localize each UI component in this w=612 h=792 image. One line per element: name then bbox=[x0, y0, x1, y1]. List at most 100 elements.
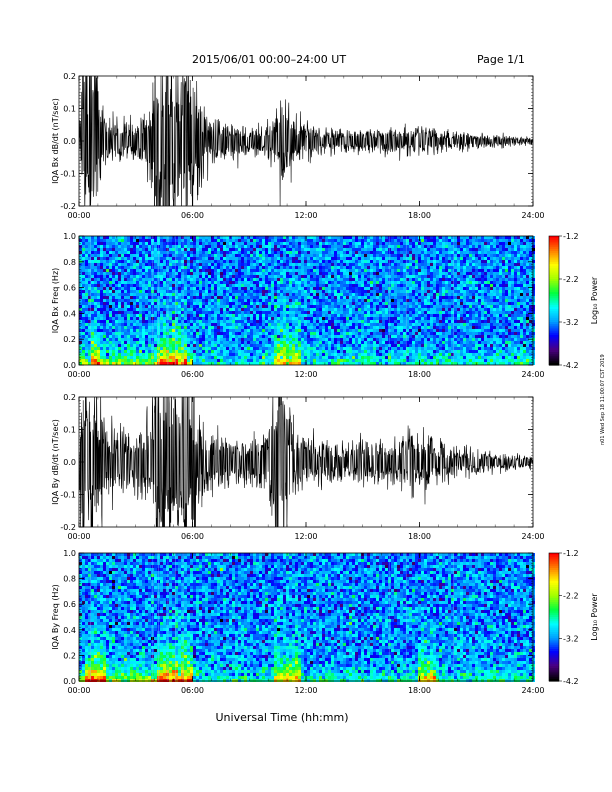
heatmap-cell bbox=[409, 275, 412, 278]
heatmap-cell bbox=[169, 275, 172, 278]
heatmap-cell bbox=[358, 326, 361, 329]
heatmap-cell bbox=[235, 248, 238, 251]
heatmap-cell bbox=[103, 251, 106, 254]
heatmap-cell bbox=[217, 275, 220, 278]
heatmap-cell bbox=[319, 362, 322, 365]
heatmap-cell bbox=[172, 245, 175, 248]
heatmap-cell bbox=[211, 326, 214, 329]
heatmap-cell bbox=[262, 266, 265, 269]
heatmap-cell bbox=[142, 236, 145, 239]
heatmap-cell bbox=[280, 350, 283, 353]
heatmap-cell bbox=[259, 284, 262, 287]
heatmap-cell bbox=[85, 278, 88, 281]
heatmap-cell bbox=[238, 239, 241, 242]
heatmap-cell bbox=[385, 305, 388, 308]
heatmap-cell bbox=[106, 323, 109, 326]
heatmap-cell bbox=[328, 353, 331, 356]
heatmap-cell bbox=[271, 284, 274, 287]
heatmap-cell bbox=[250, 305, 253, 308]
heatmap-cell bbox=[346, 272, 349, 275]
heatmap-cell bbox=[403, 248, 406, 251]
heatmap-cell bbox=[229, 275, 232, 278]
heatmap-cell bbox=[169, 302, 172, 305]
heatmap-cell bbox=[184, 290, 187, 293]
heatmap-cell bbox=[145, 356, 148, 359]
heatmap-cell bbox=[79, 293, 82, 296]
heatmap-cell bbox=[364, 248, 367, 251]
heatmap-cell bbox=[172, 350, 175, 353]
heatmap-cell bbox=[271, 323, 274, 326]
heatmap-cell bbox=[274, 296, 277, 299]
heatmap-cell bbox=[397, 248, 400, 251]
heatmap-cell bbox=[283, 239, 286, 242]
heatmap-cell bbox=[247, 236, 250, 239]
heatmap-cell bbox=[286, 287, 289, 290]
heatmap-cell bbox=[355, 236, 358, 239]
heatmap-cell bbox=[199, 323, 202, 326]
heatmap-cell bbox=[400, 242, 403, 245]
heatmap-cell bbox=[199, 308, 202, 311]
heatmap-cell bbox=[298, 296, 301, 299]
heatmap-cell bbox=[181, 350, 184, 353]
heatmap-cell bbox=[277, 305, 280, 308]
heatmap-cell bbox=[268, 302, 271, 305]
heatmap-cell bbox=[163, 239, 166, 242]
heatmap-cell bbox=[328, 347, 331, 350]
heatmap-cell bbox=[271, 356, 274, 359]
heatmap-cell bbox=[379, 350, 382, 353]
heatmap-cell bbox=[406, 350, 409, 353]
heatmap-cell bbox=[394, 359, 397, 362]
heatmap-cell bbox=[346, 350, 349, 353]
heatmap-cell bbox=[106, 350, 109, 353]
heatmap-cell bbox=[403, 320, 406, 323]
heatmap-cell bbox=[403, 356, 406, 359]
heatmap-cell bbox=[313, 314, 316, 317]
heatmap-cell bbox=[409, 326, 412, 329]
heatmap-cell bbox=[337, 299, 340, 302]
heatmap-cell bbox=[247, 284, 250, 287]
heatmap-cell bbox=[145, 245, 148, 248]
heatmap-cell bbox=[346, 278, 349, 281]
heatmap-cell bbox=[376, 272, 379, 275]
heatmap-cell bbox=[175, 257, 178, 260]
heatmap-cell bbox=[175, 362, 178, 365]
heatmap-cell bbox=[358, 356, 361, 359]
heatmap-cell bbox=[340, 329, 343, 332]
heatmap-cell bbox=[289, 284, 292, 287]
heatmap-cell bbox=[250, 263, 253, 266]
heatmap-cell bbox=[118, 260, 121, 263]
heatmap-cell bbox=[148, 350, 151, 353]
heatmap-cell bbox=[358, 353, 361, 356]
heatmap-cell bbox=[154, 239, 157, 242]
heatmap-cell bbox=[271, 239, 274, 242]
heatmap-cell bbox=[232, 338, 235, 341]
heatmap-cell bbox=[148, 305, 151, 308]
heatmap-cell bbox=[217, 281, 220, 284]
heatmap-cell bbox=[289, 293, 292, 296]
heatmap-cell bbox=[295, 251, 298, 254]
heatmap-cell bbox=[169, 272, 172, 275]
heatmap-cell bbox=[178, 302, 181, 305]
heatmap-cell bbox=[94, 362, 97, 365]
heatmap-cell bbox=[139, 317, 142, 320]
heatmap-cell bbox=[223, 359, 226, 362]
heatmap-cell bbox=[310, 260, 313, 263]
heatmap-cell bbox=[244, 299, 247, 302]
heatmap-cell bbox=[106, 242, 109, 245]
heatmap-cell bbox=[286, 353, 289, 356]
heatmap-cell bbox=[337, 287, 340, 290]
heatmap-cell bbox=[217, 239, 220, 242]
heatmap-cell bbox=[268, 359, 271, 362]
heatmap-cell bbox=[301, 353, 304, 356]
heatmap-cell bbox=[403, 257, 406, 260]
heatmap-cell bbox=[136, 347, 139, 350]
heatmap-cell bbox=[124, 362, 127, 365]
heatmap-cell bbox=[256, 305, 259, 308]
heatmap-cell bbox=[409, 347, 412, 350]
heatmap-cell bbox=[127, 236, 130, 239]
heatmap-cell bbox=[109, 296, 112, 299]
heatmap-cell bbox=[364, 293, 367, 296]
heatmap-cell bbox=[133, 239, 136, 242]
heatmap-cell bbox=[238, 302, 241, 305]
heatmap-cell bbox=[253, 290, 256, 293]
